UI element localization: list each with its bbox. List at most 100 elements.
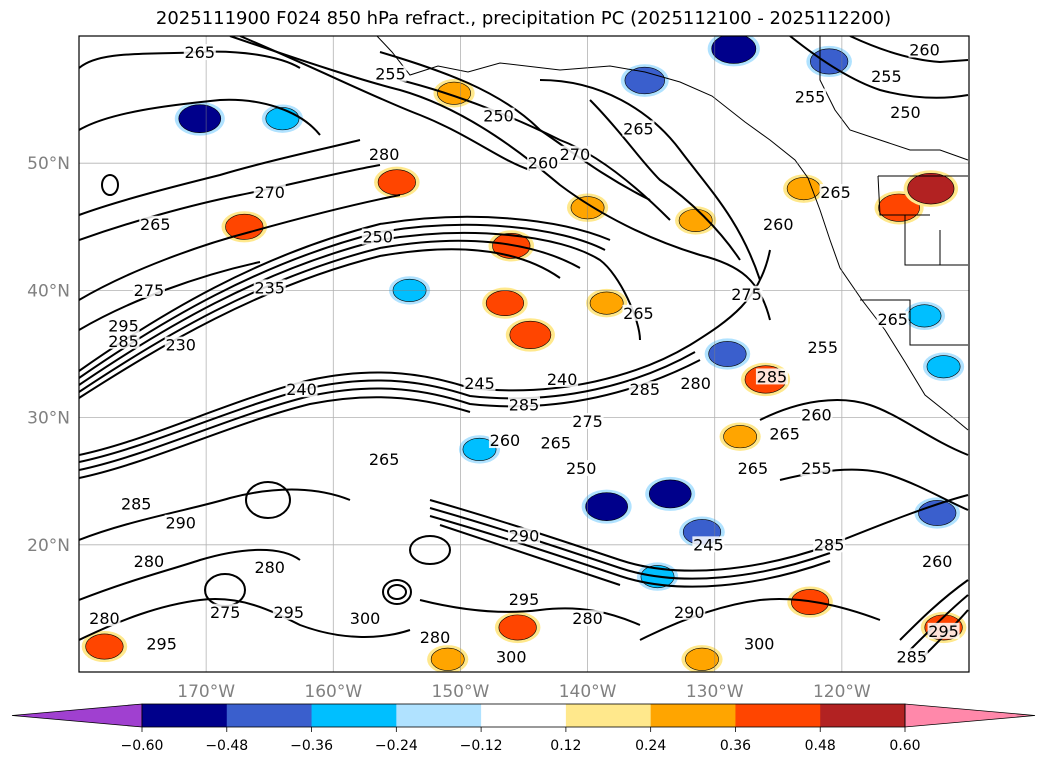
contour-label-22: 285: [108, 332, 139, 351]
contour-label-bg-50: [272, 603, 305, 620]
contour-label-bg-33: [800, 406, 833, 423]
contour-label-35: 260: [490, 431, 521, 450]
colorbar-extend-low: [11, 703, 143, 728]
contour-label-bg-1: [374, 65, 407, 82]
contour-label-13: 250: [363, 228, 394, 247]
contour-label-48: 260: [922, 552, 953, 571]
contour-label-33: 260: [801, 406, 832, 425]
precip-blob-22: [624, 66, 665, 95]
contour-label-bg-61: [88, 610, 121, 627]
colorbar-tick-label-9: 0.60: [889, 738, 920, 754]
contour-label-bg-27: [463, 374, 496, 391]
contour-label-31: 285: [509, 395, 540, 414]
contour-label-44: 245: [693, 535, 724, 554]
contour-label-23: 230: [165, 336, 196, 355]
contour-label-7: 265: [623, 119, 654, 138]
lon-tick-label-2: 150°W: [432, 682, 490, 702]
contour-label-bg-26: [679, 374, 712, 391]
contour-label-bg-40: [800, 460, 833, 477]
contour-label-bg-42: [164, 514, 197, 531]
contour-label-bg-11: [253, 184, 286, 200]
precip-blob-19: [685, 647, 719, 671]
contour-label-bg-51: [349, 610, 382, 627]
contour-label-57: 300: [496, 647, 527, 666]
contour-label-51: 300: [350, 609, 381, 628]
precip-blob-8: [589, 291, 624, 315]
precip-blob-12: [723, 425, 758, 449]
colorbar-tick-label-0: −0.60: [121, 738, 164, 754]
lon-tick-label-4: 130°W: [686, 682, 744, 702]
contour-label-25: 285: [757, 367, 788, 386]
precip-blob-32: [926, 355, 961, 379]
colorbar-tick-label-5: 0.12: [550, 738, 581, 754]
colorbar-extend-high: [904, 703, 1036, 728]
contour-label-16: 275: [134, 281, 165, 300]
contour-label-bg-49: [209, 603, 242, 620]
contour-label-bg-46: [132, 552, 165, 569]
contour-label-15: 260: [763, 215, 794, 234]
contour-label-bg-29: [628, 381, 661, 398]
contour-label-14: 265: [820, 183, 851, 202]
colorbar-tick-label-4: −0.12: [460, 738, 503, 754]
precip-blob-1: [225, 213, 264, 240]
contour-label-bg-47: [253, 559, 286, 576]
contour-label-bg-9: [527, 154, 560, 171]
contour-label-bg-34: [768, 425, 801, 442]
contour-label-29: 285: [630, 380, 661, 399]
contour-label-56: 295: [146, 635, 177, 654]
contour-label-3: 255: [871, 67, 902, 86]
contour-label-20: 265: [877, 310, 908, 329]
contour-label-21: 295: [108, 317, 139, 336]
contour-label-bg-15: [762, 215, 795, 232]
contour-label-9: 260: [528, 154, 559, 173]
contour-label-28: 240: [547, 370, 578, 389]
contour-label-bg-16: [132, 281, 165, 298]
contour-labels: 2652552602552552502502652702602802702652…: [88, 41, 960, 666]
contour-label-bg-4: [794, 88, 827, 105]
contour-label-bg-35: [488, 432, 521, 449]
contour-label-52: 295: [509, 590, 540, 609]
contour-label-38: 250: [566, 459, 597, 478]
colorbar-tick-label-6: 0.24: [635, 738, 666, 754]
contour-label-bg-19: [730, 285, 763, 302]
precip-blob-34: [462, 437, 497, 461]
lat-tick-label-2: 30°N: [27, 409, 70, 429]
colorbar-segment-7: [735, 704, 821, 727]
contour-label-bg-18: [622, 304, 655, 321]
contour-label-bg-21: [107, 317, 140, 334]
contour-label-11: 270: [254, 183, 285, 202]
contour-label-37: 265: [369, 450, 400, 469]
colorbar-segment-2: [311, 704, 397, 727]
contour-label-bg-5: [889, 103, 922, 120]
contour-label-47: 280: [254, 558, 285, 577]
contour-label-bg-12: [139, 215, 172, 232]
longitude-ticks: 170°W 160°W 150°W 140°W 130°W 120°W: [177, 682, 871, 702]
contour-label-18: 265: [623, 304, 654, 323]
contour-label-bg-37: [368, 451, 401, 468]
contour-label-bg-31: [508, 396, 540, 413]
contour-label-42: 290: [165, 514, 196, 533]
contour-label-bg-44: [692, 536, 725, 553]
colorbar-tick-label-3: −0.24: [375, 738, 418, 754]
colorbar-segment-6: [650, 704, 736, 727]
coastline: [376, 36, 969, 431]
contour-label-50: 295: [274, 603, 305, 622]
precip-blob-6: [509, 320, 552, 349]
contour-label-bg-3: [870, 68, 903, 85]
contour-label-32: 275: [572, 412, 603, 431]
contour-label-bg-30: [285, 381, 318, 398]
colorbar-segment-1: [226, 704, 313, 727]
contour-label-bg-2: [908, 41, 941, 58]
contour-label-43: 290: [509, 526, 540, 545]
colorbar-segment-3: [396, 704, 482, 727]
precip-blob-20: [178, 104, 222, 133]
colorbar-tick-label-2: −0.36: [290, 738, 333, 754]
lat-tick-label-3: 20°N: [27, 536, 70, 556]
contour-label-60: 285: [897, 647, 928, 666]
precip-blob-5: [485, 290, 525, 317]
lat-tick-label-1: 40°N: [27, 281, 70, 301]
contour-label-bg-28: [546, 370, 579, 387]
precip-blob-2: [492, 232, 531, 259]
contour-label-bg-38: [565, 460, 598, 477]
